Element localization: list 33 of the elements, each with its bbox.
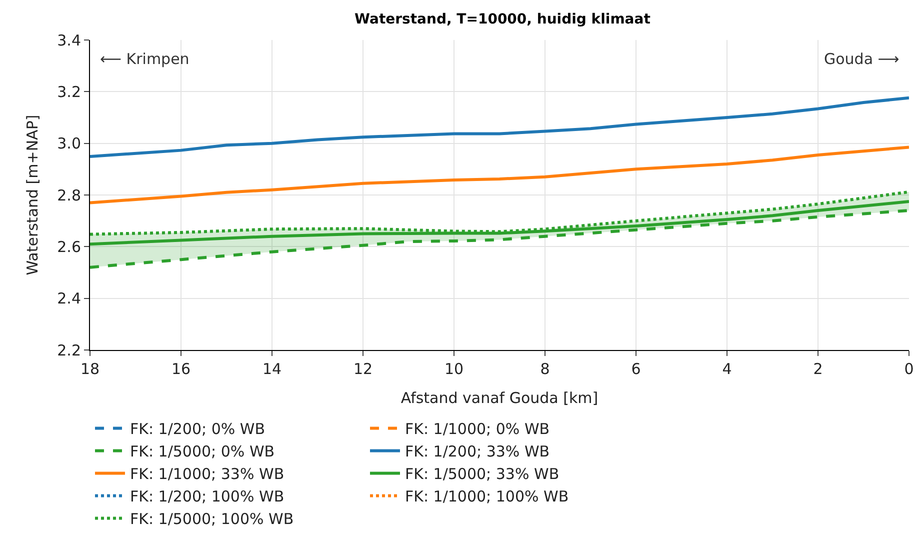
legend-label: FK: 1/1000; 33% WB	[130, 465, 284, 484]
y-tick-label: 2.4	[57, 290, 81, 308]
x-tick-label: 0	[904, 360, 914, 378]
x-tick-label: 12	[353, 360, 373, 378]
y-tick-label: 2.8	[57, 186, 81, 204]
legend-label: FK: 1/5000; 100% WB	[130, 510, 294, 528]
annotation: ⟵ Krimpen	[100, 50, 190, 68]
legend-label: FK: 1/1000; 100% WB	[405, 488, 569, 506]
x-tick-label: 10	[444, 360, 464, 378]
y-tick-label: 3.4	[57, 31, 81, 50]
x-tick-label: 18	[80, 360, 100, 378]
x-tick-label: 4	[722, 360, 732, 378]
x-tick-label: 8	[540, 360, 550, 378]
legend-label: FK: 1/200; 0% WB	[130, 420, 266, 438]
chart-title: Waterstand, T=10000, huidig klimaat	[354, 11, 651, 28]
y-axis-title: Waterstand [m+NAP]	[23, 114, 42, 276]
y-tick-label: 3.0	[57, 134, 81, 153]
legend-label: FK: 1/5000; 0% WB	[130, 442, 275, 461]
y-tick-label: 2.6	[57, 238, 81, 256]
line-series	[90, 96, 909, 158]
y-tick-label: 3.2	[57, 82, 81, 101]
x-tick-label: 2	[813, 360, 823, 378]
x-axis-title: Afstand vanaf Gouda [km]	[400, 389, 598, 407]
x-tick-label: 14	[262, 360, 282, 378]
x-tick-label: 16	[171, 360, 191, 378]
annotation: Gouda ⟶	[824, 50, 900, 68]
legend-label: FK: 1/1000; 0% WB	[405, 420, 550, 438]
line-series	[90, 146, 909, 204]
legend-label: FK: 1/5000; 33% WB	[405, 465, 560, 484]
y-tick-label: 2.2	[57, 341, 81, 360]
legend-label: FK: 1/200; 33% WB	[405, 442, 550, 461]
legend-label: FK: 1/200; 100% WB	[130, 488, 284, 506]
x-tick-label: 6	[631, 360, 641, 378]
